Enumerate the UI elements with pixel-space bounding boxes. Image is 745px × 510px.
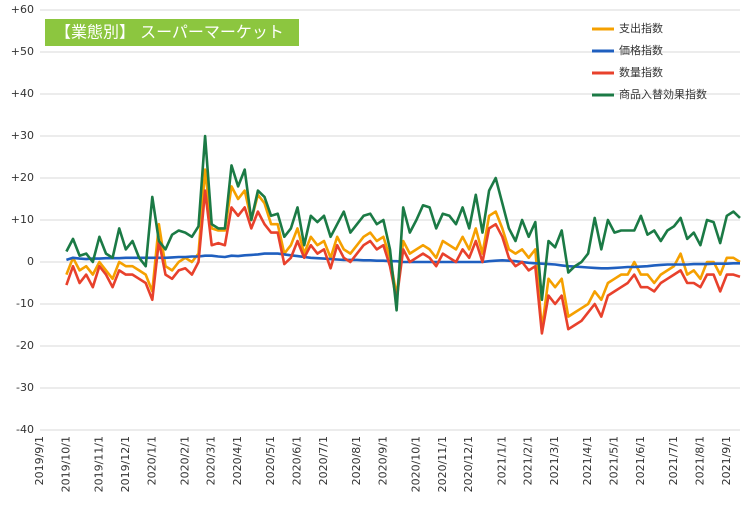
x-tick-label: 2021/6/1: [634, 436, 647, 485]
x-tick-label: 2021/9/1: [720, 436, 733, 485]
x-tick-label: 2020/12/1: [462, 436, 475, 492]
y-tick-label: -10: [16, 297, 34, 310]
y-tick-label: +10: [11, 213, 34, 226]
x-tick-label: 2020/6/1: [291, 436, 304, 485]
legend-label: 価格指数: [619, 43, 663, 57]
x-tick-label: 2021/1/1: [495, 436, 508, 485]
y-tick-label: -20: [16, 339, 34, 352]
legend-label: 商品入替効果指数: [619, 87, 707, 101]
y-tick-label: +60: [11, 3, 34, 16]
x-tick-label: 2021/8/1: [693, 436, 706, 485]
x-tick-label: 2021/4/1: [581, 436, 594, 485]
series-line: [65, 189, 741, 335]
x-tick-label: 2019/11/1: [92, 436, 105, 492]
x-tick-label: 2020/4/1: [231, 436, 244, 485]
x-tick-label: 2020/9/1: [376, 436, 389, 485]
x-tick-label: 2019/10/1: [59, 436, 72, 492]
y-tick-label: 0: [27, 255, 34, 268]
x-tick-label: 2021/7/1: [667, 436, 680, 485]
x-tick-label: 2019/12/1: [119, 436, 132, 492]
x-tick-label: 2020/7/1: [317, 436, 330, 485]
x-tick-label: 2019/9/1: [33, 436, 46, 485]
series-line: [65, 168, 741, 331]
x-tick-label: 2021/3/1: [548, 436, 561, 485]
y-tick-label: +50: [11, 45, 34, 58]
x-tick-label: 2020/11/1: [436, 436, 449, 492]
y-tick-label: -40: [16, 423, 34, 436]
y-tick-label: +30: [11, 129, 34, 142]
y-tick-label: +40: [11, 87, 34, 100]
title-box: [45, 19, 299, 46]
x-tick-label: 2021/2/1: [522, 436, 535, 485]
legend-label: 数量指数: [619, 65, 663, 79]
x-tick-label: 2020/2/1: [178, 436, 191, 485]
x-tick-label: 2020/10/1: [409, 436, 422, 492]
legend-label: 支出指数: [619, 21, 663, 35]
series-line: [65, 134, 741, 312]
y-tick-label: -30: [16, 381, 34, 394]
x-tick-label: 2021/5/1: [608, 436, 621, 485]
x-tick-label: 2020/8/1: [350, 436, 363, 485]
chart-title: 【業態別】 スーパーマーケット: [55, 23, 284, 42]
series-line: [66, 252, 740, 270]
x-tick-label: 2020/1/1: [145, 436, 158, 485]
y-tick-label: +20: [11, 171, 34, 184]
x-tick-label: 2020/3/1: [205, 436, 218, 485]
x-tick-label: 2020/5/1: [264, 436, 277, 485]
